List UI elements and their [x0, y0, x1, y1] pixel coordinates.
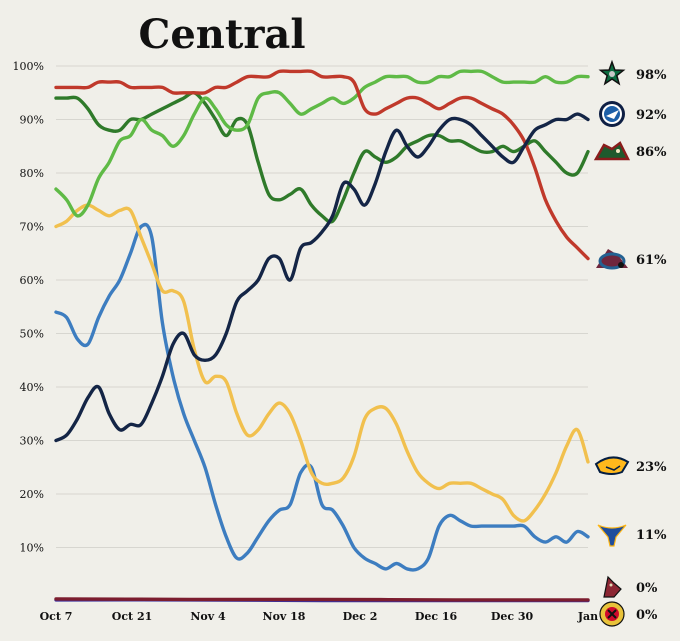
- y-tick-label: 10%: [20, 542, 44, 555]
- series-line-avalanche: [54, 69, 590, 261]
- x-tick-label: Oct 21: [112, 610, 153, 623]
- wild-logo-icon: [593, 141, 631, 161]
- blues-logo-icon: [597, 524, 627, 547]
- final-value-label: 23%: [636, 460, 667, 475]
- coyotes-logo-icon: [603, 575, 622, 598]
- final-value-label: 0%: [636, 581, 658, 596]
- avalanche-logo-icon: [596, 249, 628, 270]
- stars-logo-icon: [598, 59, 626, 86]
- x-tick-label: Jan: [577, 610, 598, 623]
- x-tick-label: Dec 30: [491, 610, 534, 623]
- y-tick-label: 90%: [20, 114, 44, 127]
- y-tick-label: 20%: [20, 488, 44, 501]
- y-tick-label: 50%: [20, 328, 44, 341]
- y-tick-label: 60%: [20, 274, 44, 287]
- x-tick-label: Oct 7: [40, 610, 73, 623]
- final-value-label: 11%: [636, 528, 667, 543]
- final-value-label: 98%: [636, 68, 667, 83]
- y-tick-label: 40%: [20, 381, 44, 394]
- x-tick-label: Dec 2: [343, 610, 378, 623]
- series-line-blues: [54, 222, 590, 572]
- y-tick-label: 80%: [20, 167, 44, 180]
- predators-logo-icon: [594, 456, 630, 475]
- blackhawks-logo-icon: [599, 601, 625, 627]
- series-line-jets: [54, 112, 590, 443]
- final-value-label: 0%: [636, 608, 658, 623]
- final-value-label: 92%: [636, 108, 667, 123]
- y-tick-label: 30%: [20, 435, 44, 448]
- final-value-label: 86%: [636, 145, 667, 160]
- x-tick-label: Nov 18: [263, 610, 306, 623]
- x-tick-label: Dec 16: [415, 610, 458, 623]
- series-line-stars: [54, 69, 590, 218]
- chart-title: Central: [138, 11, 305, 58]
- series-line-coyotes: [54, 597, 590, 602]
- x-tick-label: Nov 4: [190, 610, 226, 623]
- y-tick-label: 70%: [20, 221, 44, 234]
- final-value-label: 61%: [636, 253, 667, 268]
- y-tick-label: 100%: [13, 60, 44, 73]
- jets-logo-icon: [599, 101, 625, 127]
- series-line-predators: [54, 203, 590, 523]
- series-line-wild: [54, 91, 590, 224]
